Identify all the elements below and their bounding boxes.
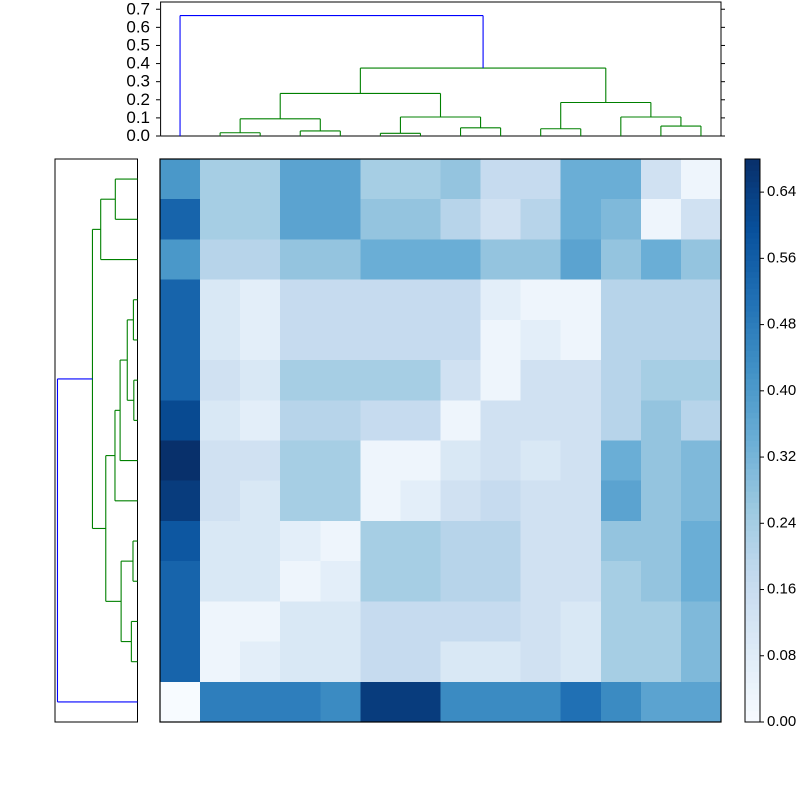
svg-text:0.4: 0.4 bbox=[126, 54, 150, 73]
svg-text:0.7: 0.7 bbox=[126, 0, 150, 18]
svg-text:0.64: 0.64 bbox=[767, 183, 796, 200]
svg-text:0.40: 0.40 bbox=[767, 382, 796, 399]
svg-text:0.00: 0.00 bbox=[767, 713, 796, 730]
svg-text:0.6: 0.6 bbox=[126, 17, 150, 36]
svg-text:0.16: 0.16 bbox=[767, 581, 796, 598]
svg-text:0.56: 0.56 bbox=[767, 249, 796, 266]
svg-text:0.0: 0.0 bbox=[126, 126, 150, 145]
svg-text:0.1: 0.1 bbox=[126, 108, 150, 127]
svg-text:0.32: 0.32 bbox=[767, 448, 796, 465]
svg-text:0.5: 0.5 bbox=[126, 35, 150, 54]
svg-text:0.24: 0.24 bbox=[767, 514, 796, 531]
svg-text:0.48: 0.48 bbox=[767, 316, 796, 333]
svg-text:0.3: 0.3 bbox=[126, 72, 150, 91]
svg-text:0.08: 0.08 bbox=[767, 647, 796, 664]
svg-text:0.2: 0.2 bbox=[126, 90, 150, 109]
